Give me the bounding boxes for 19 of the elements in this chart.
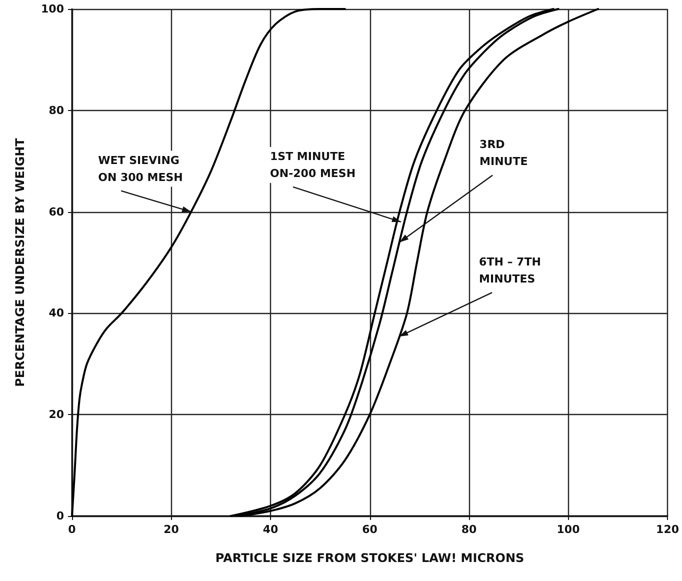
y-axis-title: PERCENTAGE UNDERSIZE BY WEIGHT [13, 137, 27, 387]
y-tick-label: 0 [56, 510, 64, 522]
x-tick-label: 0 [68, 523, 76, 536]
annotation: 3RD MINUTE [480, 138, 528, 168]
y-tick-label: 40 [48, 306, 64, 320]
y-tick-label: 60 [48, 205, 64, 218]
annotation: 6TH – 7TH MINUTES [479, 256, 541, 286]
annotation: 1ST MINUTE ON-200 MESH [270, 150, 356, 180]
x-tick-label: 80 [461, 523, 478, 536]
y-tick-label: 20 [48, 408, 64, 422]
annotation: WET SIEVING ON 300 MESH [98, 154, 183, 184]
x-tick-label: 120 [656, 523, 680, 536]
x-tick-label: 100 [556, 523, 580, 536]
x-tick-label: 60 [362, 523, 378, 536]
x-tick-label: 20 [164, 523, 180, 536]
y-tick-label: 80 [48, 104, 64, 117]
y-tick-label: 100 [41, 2, 64, 16]
x-tick-label: 40 [262, 523, 279, 536]
x-axis-title: PARTICLE SIZE FROM STOKES' LAW! MICRONS [215, 551, 524, 565]
